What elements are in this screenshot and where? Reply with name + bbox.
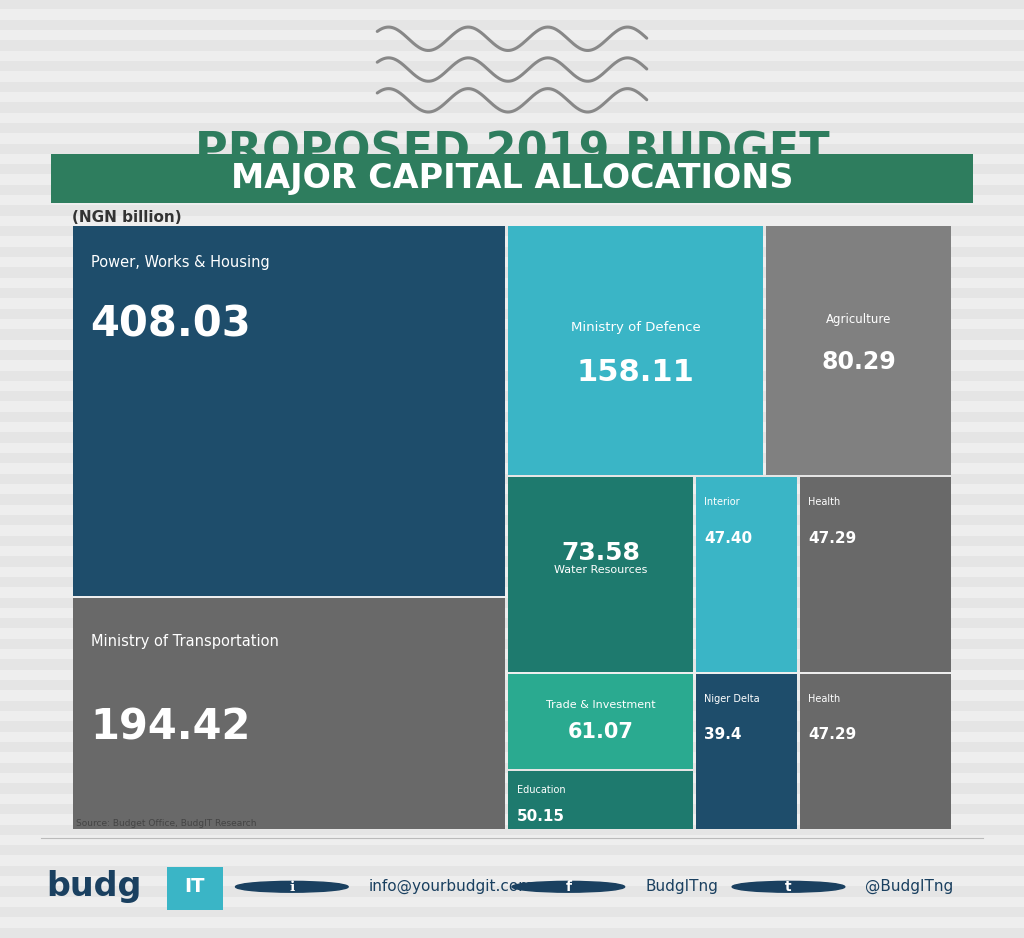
Bar	[0, 804, 1024, 814]
Text: 39.4: 39.4	[705, 727, 742, 742]
Bar	[508, 673, 693, 769]
Bar	[0, 123, 1024, 133]
Bar	[0, 226, 1024, 236]
Bar	[167, 867, 223, 911]
Bar	[0, 742, 1024, 752]
Bar	[508, 226, 764, 476]
Text: Health: Health	[808, 497, 841, 507]
Bar	[0, 61, 1024, 71]
Text: Water Resources: Water Resources	[554, 565, 647, 575]
Text: Niger Delta: Niger Delta	[705, 694, 760, 704]
Bar	[508, 477, 693, 672]
Text: 158.11: 158.11	[577, 357, 694, 386]
Bar	[0, 371, 1024, 381]
Bar	[0, 556, 1024, 567]
Text: IT: IT	[184, 877, 205, 897]
Text: 408.03: 408.03	[90, 304, 251, 346]
Text: 73.58: 73.58	[561, 540, 640, 565]
Bar	[0, 494, 1024, 505]
Bar	[0, 639, 1024, 649]
Bar	[800, 477, 951, 672]
Text: Trade & Investment: Trade & Investment	[546, 701, 655, 710]
Text: info@yourbudgit.com: info@yourbudgit.com	[369, 879, 534, 895]
Bar	[508, 770, 693, 829]
Bar	[0, 205, 1024, 216]
Bar	[51, 154, 973, 203]
Bar	[0, 247, 1024, 257]
Text: budg: budg	[46, 870, 141, 903]
Bar	[0, 474, 1024, 484]
Circle shape	[236, 882, 348, 892]
Bar	[0, 0, 1024, 9]
Text: 50.15: 50.15	[517, 809, 565, 824]
Text: PROPOSED 2019 BUDGET: PROPOSED 2019 BUDGET	[195, 130, 829, 174]
Bar	[0, 102, 1024, 113]
Text: BudgITng: BudgITng	[645, 879, 718, 894]
Bar	[0, 928, 1024, 938]
Bar	[0, 288, 1024, 298]
Text: (NGN billion): (NGN billion)	[72, 210, 181, 225]
Bar	[0, 82, 1024, 92]
Bar	[73, 226, 506, 597]
Bar	[800, 673, 951, 829]
Bar	[0, 536, 1024, 546]
Text: f: f	[565, 880, 571, 894]
Text: Interior: Interior	[705, 497, 740, 507]
Bar	[0, 40, 1024, 51]
Text: Power, Works & Housing: Power, Works & Housing	[90, 255, 269, 270]
Bar	[0, 783, 1024, 794]
Bar	[0, 577, 1024, 587]
Bar	[0, 618, 1024, 628]
Bar	[0, 515, 1024, 525]
Bar	[0, 701, 1024, 711]
Text: Source: Budget Office, BudgIT Research: Source: Budget Office, BudgIT Research	[76, 819, 257, 828]
Bar	[0, 144, 1024, 154]
Circle shape	[512, 882, 625, 892]
Bar	[0, 432, 1024, 443]
Text: 80.29: 80.29	[821, 350, 896, 374]
Bar	[0, 329, 1024, 340]
Bar	[0, 20, 1024, 30]
Bar	[0, 267, 1024, 278]
Text: 47.29: 47.29	[808, 727, 857, 742]
Text: 61.07: 61.07	[567, 722, 634, 743]
Bar	[766, 226, 951, 476]
Bar	[0, 866, 1024, 876]
Text: 194.42: 194.42	[90, 706, 251, 749]
Circle shape	[732, 882, 845, 892]
Text: Ministry of Defence: Ministry of Defence	[570, 321, 700, 334]
Bar	[0, 886, 1024, 897]
Bar	[695, 673, 797, 829]
Text: Agriculture: Agriculture	[825, 313, 891, 326]
Bar	[0, 825, 1024, 835]
Bar	[695, 477, 797, 672]
Bar	[0, 164, 1024, 174]
Text: Ministry of Transportation: Ministry of Transportation	[90, 633, 279, 648]
Text: ℹ: ℹ	[289, 880, 295, 894]
Bar	[0, 185, 1024, 195]
Text: t: t	[785, 880, 792, 894]
Text: Health: Health	[808, 694, 841, 704]
Text: Education: Education	[517, 785, 565, 794]
Bar	[0, 391, 1024, 401]
Bar	[0, 453, 1024, 463]
Bar	[0, 907, 1024, 917]
Text: MAJOR CAPITAL ALLOCATIONS: MAJOR CAPITAL ALLOCATIONS	[230, 161, 794, 195]
Text: 47.29: 47.29	[808, 531, 857, 546]
Bar	[0, 659, 1024, 670]
Bar	[0, 721, 1024, 732]
Bar	[73, 598, 506, 829]
Bar	[0, 412, 1024, 422]
Text: 47.40: 47.40	[705, 531, 753, 546]
Bar	[0, 763, 1024, 773]
Bar	[0, 598, 1024, 608]
Text: @BudgITng: @BudgITng	[865, 879, 953, 895]
Bar	[0, 680, 1024, 690]
Bar	[0, 845, 1024, 855]
Bar	[0, 350, 1024, 360]
Bar	[0, 309, 1024, 319]
